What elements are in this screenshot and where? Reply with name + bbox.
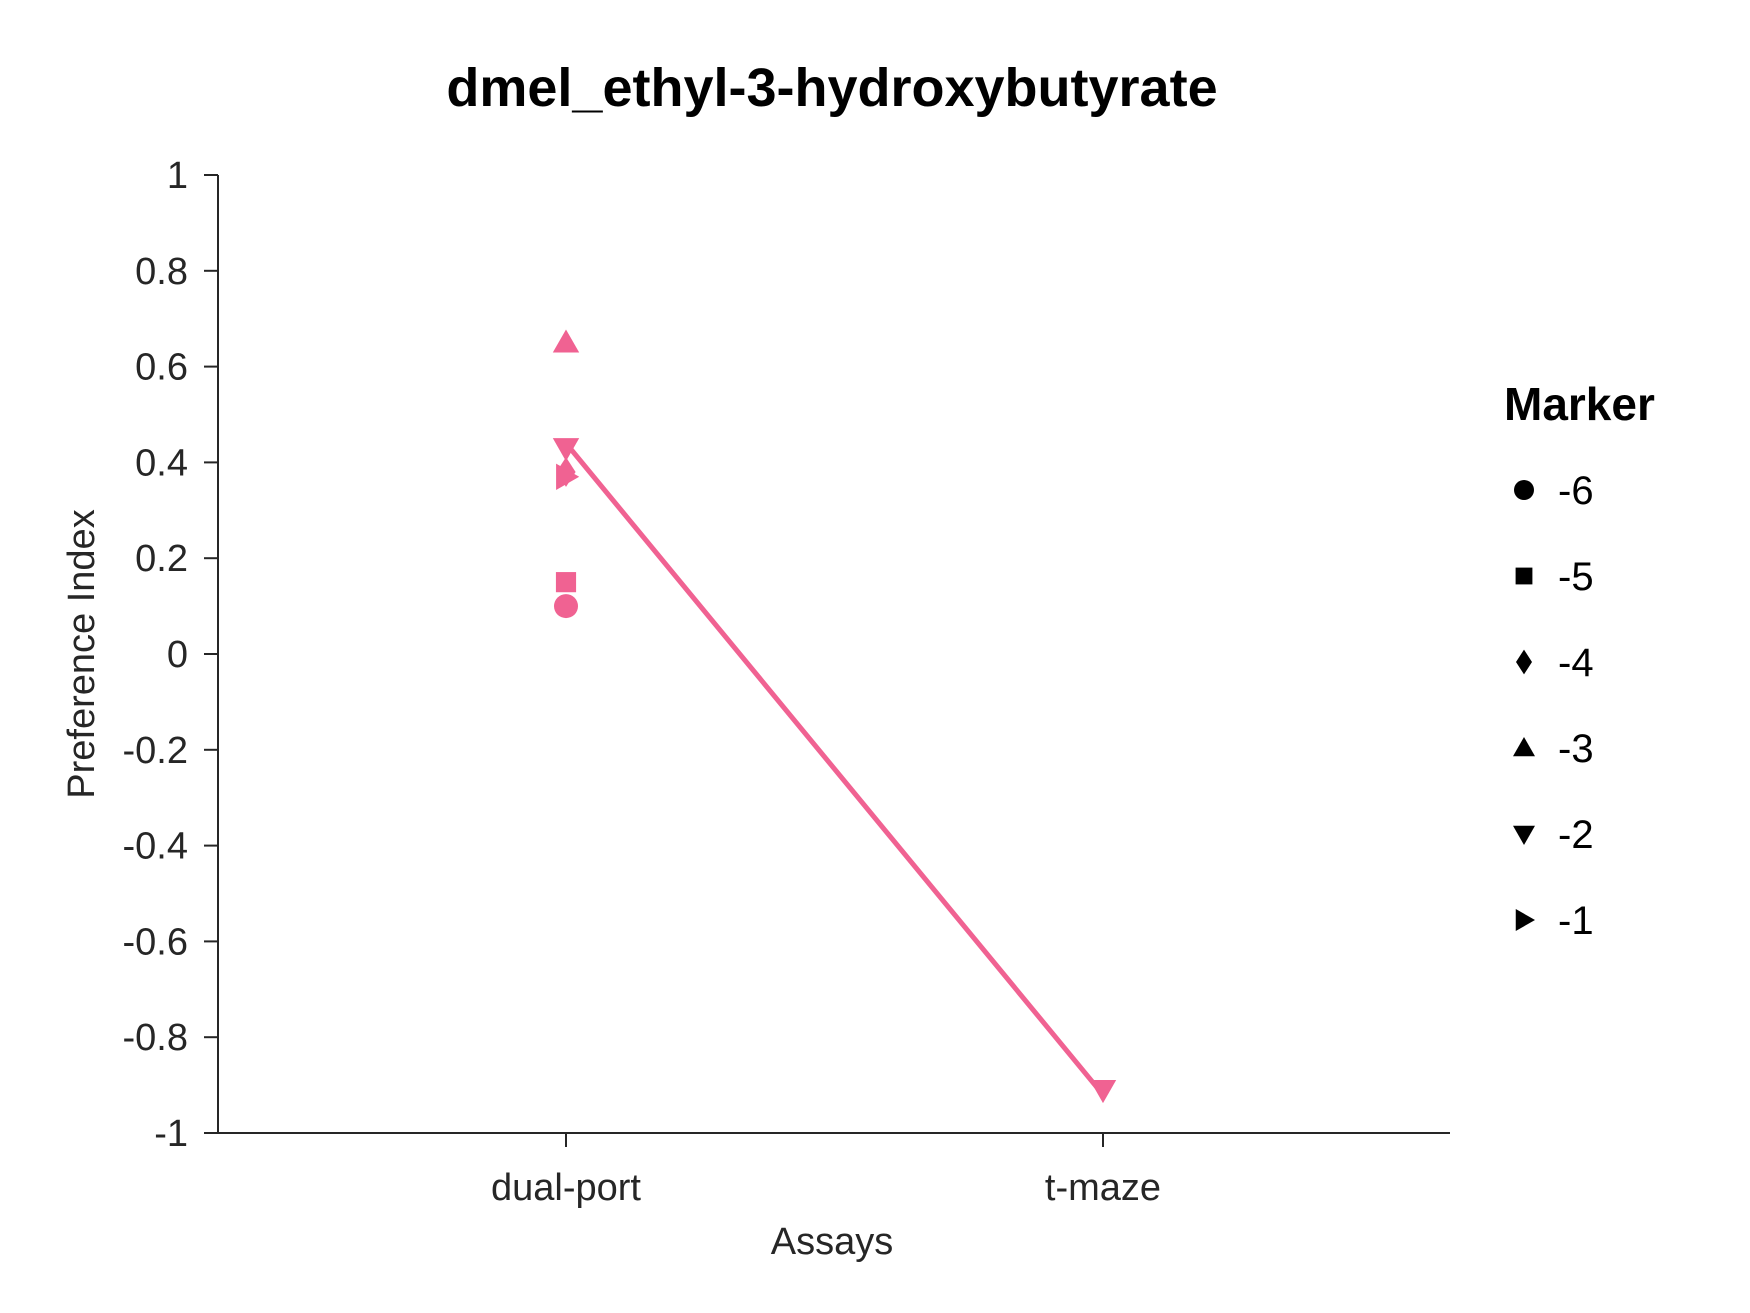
y-tick-label: 0 [167,634,188,676]
legend-marker-square [1515,567,1533,585]
y-tick-label: 0.8 [135,251,188,293]
chart-title: dmel_ethyl-3-hydroxybutyrate [446,58,1217,118]
data-point-triangle-down [1089,1079,1117,1104]
data-point-triangle-right [556,463,580,490]
series-line [563,440,1106,1098]
legend-entry-label: -5 [1558,555,1594,599]
x-ticks: dual-port t-maze [491,1133,1161,1209]
y-tick-label: 0.6 [135,347,188,389]
x-tick-label: dual-port [491,1167,641,1209]
legend-marker-triangle-right [1515,909,1535,931]
y-tick-label: 0.2 [135,538,188,580]
legend-marker-triangle-up [1513,737,1535,757]
legend-entry-label: -2 [1558,813,1594,857]
legend-entry-label: -3 [1558,727,1594,771]
legend: Marker -6 -5 -4 -3 -2 -1 [1504,378,1655,943]
data-point-triangle-up [552,329,580,353]
legend-entry-label: -4 [1558,641,1594,685]
x-axis-label: Assays [771,1221,893,1263]
x-tick-label: t-maze [1045,1167,1161,1209]
data-point-triangle-down [552,438,580,462]
y-tick-label: -0.2 [123,730,188,772]
series-line-group [563,440,1106,1098]
legend-title: Marker [1504,378,1655,430]
data-point-square [555,572,577,593]
legend-marker-diamond [1516,649,1532,675]
legend-entry-label: -1 [1558,899,1594,943]
y-ticks: 1 0.8 0.6 0.4 0.2 0 -0.2 -0.4 -0.6 -0.8 -1 [123,155,218,1155]
y-axis-label: Preference Index [61,509,103,798]
y-tick-label: 0.4 [135,442,188,484]
y-tick-label: 1 [167,155,188,197]
y-tick-label: -0.6 [123,921,188,963]
legend-marker-circle [1514,480,1534,500]
legend-entry-label: -6 [1558,469,1594,513]
y-tick-label: -1 [154,1113,188,1155]
y-tick-label: -0.4 [123,826,188,868]
y-tick-label: -0.8 [123,1017,188,1059]
axes [217,175,1450,1134]
data-point-circle [554,594,578,619]
legend-marker-triangle-down [1513,825,1535,845]
data-points [552,329,1117,1104]
